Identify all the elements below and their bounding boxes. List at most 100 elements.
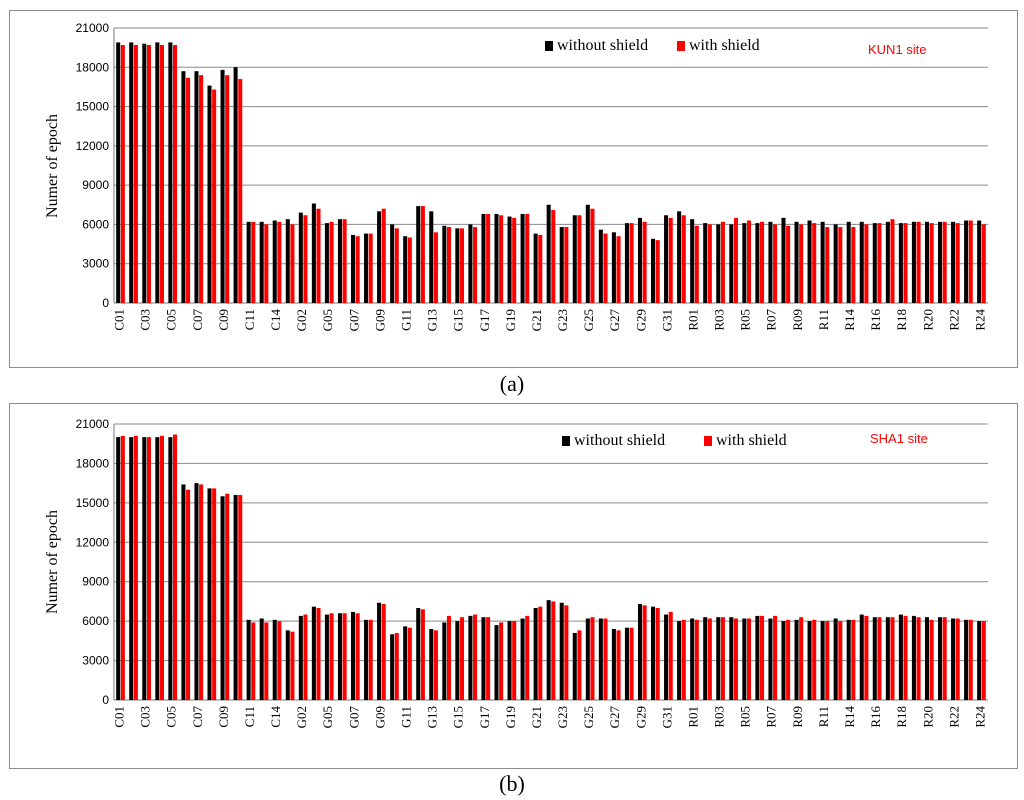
chart2-bar-with-shield	[968, 619, 973, 700]
chart2-bar-without-shield	[937, 617, 943, 700]
chart2-bar-with-shield	[851, 619, 856, 700]
chart1-legend-swatch-without-shield	[545, 41, 553, 51]
chart-panel-a	[9, 10, 1018, 368]
chart2-bar-without-shield	[755, 615, 760, 700]
chart1-bar-with-shield	[499, 215, 504, 303]
chart2-x-tick-label: G05	[320, 706, 335, 728]
chart2-bar-without-shield	[220, 496, 225, 700]
chart2-bar-without-shield	[468, 615, 473, 700]
chart1-bar-with-shield	[825, 227, 830, 303]
chart1-x-tick-label: G09	[372, 309, 387, 331]
chart1-bar-without-shield	[807, 220, 812, 303]
chart2-bar-with-shield	[264, 622, 269, 700]
chart1-bar-without-shield	[742, 223, 747, 303]
chart2-x-tick-label: R16	[868, 706, 883, 728]
chart2-x-tick-label: R14	[842, 706, 857, 728]
chart2-bar-with-shield	[773, 615, 778, 700]
chart1-x-tick-label: R18	[894, 309, 909, 331]
chart2-x-tick-label: C11	[242, 706, 257, 727]
chart1-bar-with-shield	[681, 215, 686, 303]
chart1-bar-with-shield	[186, 77, 191, 303]
chart2-bar-with-shield	[420, 609, 425, 700]
chart1-bar-with-shield	[903, 223, 908, 303]
chart2-bar-without-shield	[285, 630, 290, 700]
chart1-site-annotation: KUN1 site	[868, 42, 927, 57]
chart1-bar-with-shield	[473, 227, 478, 303]
chart2-bar-without-shield	[885, 617, 890, 700]
chart2-bar-with-shield	[499, 622, 504, 700]
chart2-bar-without-shield	[377, 602, 382, 700]
chart1-y-tick-label: 21000	[76, 21, 110, 35]
chart1-bar-without-shield	[455, 228, 460, 303]
chart2-y-tick-label: 21000	[76, 417, 110, 431]
chart2-x-tick-label: R09	[790, 706, 805, 728]
chart2-bar-without-shield	[546, 600, 551, 700]
chart2-y-tick-label: 12000	[76, 535, 110, 549]
chart1-bar-without-shield	[220, 69, 225, 304]
chart1-bar-with-shield	[446, 227, 451, 303]
chart1-bar-without-shield	[585, 204, 590, 303]
chart1-bar-without-shield	[337, 219, 342, 303]
chart1-bar-without-shield	[533, 233, 538, 303]
chart1-bar-with-shield	[877, 223, 882, 303]
chart2-bar-with-shield	[929, 619, 934, 700]
chart2-bar-without-shield	[337, 613, 342, 700]
chart1-bar-without-shield	[546, 204, 551, 303]
chart2-bar-with-shield	[538, 606, 543, 700]
chart1-bar-without-shield	[677, 211, 682, 303]
chart1-x-tick-label: G11	[398, 309, 413, 331]
chart2-bar-with-shield	[760, 615, 765, 700]
chart2-x-tick-label: G17	[477, 706, 492, 729]
chart1-x-tick-label: G23	[555, 309, 570, 331]
chart2-bar-without-shield	[429, 629, 434, 700]
chart2-bar-with-shield	[916, 617, 921, 700]
chart1-bar-without-shield	[690, 219, 695, 303]
chart2-bar-with-shield	[159, 435, 165, 700]
chart1-bar-without-shield	[664, 215, 669, 303]
chart2-x-tick-label: G09	[372, 706, 387, 728]
chart1-bar-without-shield	[937, 221, 943, 303]
chart1-legend-swatch-with-shield	[677, 41, 685, 51]
chart1-x-tick-label: R22	[946, 309, 961, 331]
chart1-bar-without-shield	[377, 211, 382, 303]
chart1-x-tick-label: R05	[738, 309, 753, 331]
chart1-bar-with-shield	[355, 236, 360, 303]
chart2-bar-without-shield	[924, 617, 929, 700]
chart1-bar-without-shield	[611, 232, 616, 303]
chart1-bar-without-shield	[977, 220, 982, 303]
chart2-bar-with-shield	[812, 619, 817, 700]
chart1-bar-with-shield	[629, 223, 634, 303]
chart2-bar-without-shield	[977, 621, 982, 700]
chart2-x-tick-label: G15	[451, 706, 466, 728]
chart2-bar-with-shield	[251, 622, 256, 700]
chart1-bar-with-shield	[812, 223, 817, 303]
chart2-x-tick-label: G19	[503, 706, 518, 728]
chart1-x-tick-label: R11	[816, 309, 831, 330]
chart1-bar-without-shield	[403, 236, 408, 303]
chart-panel-b	[9, 403, 1018, 769]
chart2-bar-with-shield	[342, 613, 347, 700]
chart1-bar-with-shield	[264, 224, 269, 303]
chart2-bar-with-shield	[368, 619, 373, 700]
chart1-bar-without-shield	[390, 224, 395, 303]
chart1-bar-without-shield	[298, 212, 303, 303]
chart1-y-tick-label: 3000	[82, 257, 109, 271]
chart1-bar-without-shield	[272, 220, 277, 303]
chart2-bar-without-shield	[768, 618, 773, 700]
chart2-bar-with-shield	[381, 604, 386, 700]
chart2-bar-with-shield	[825, 621, 830, 700]
chart2-bar-with-shield	[173, 434, 178, 700]
chart2-bar-without-shield	[324, 614, 329, 700]
chart1-bar-with-shield	[486, 213, 491, 303]
chart1-x-tick-label: R03	[712, 309, 727, 331]
chart1-bar-with-shield	[381, 208, 386, 303]
chart1-bar-with-shield	[955, 223, 960, 303]
chart1-bar-with-shield	[120, 45, 125, 304]
chart2-bar-with-shield	[707, 618, 712, 700]
chart2-bar-with-shield	[564, 605, 569, 700]
chart1-bar-with-shield	[851, 227, 856, 303]
chart2-y-tick-label: 15000	[76, 496, 110, 510]
chart1-x-tick-label: G02	[294, 309, 309, 331]
chart1-bar-with-shield	[290, 224, 295, 303]
